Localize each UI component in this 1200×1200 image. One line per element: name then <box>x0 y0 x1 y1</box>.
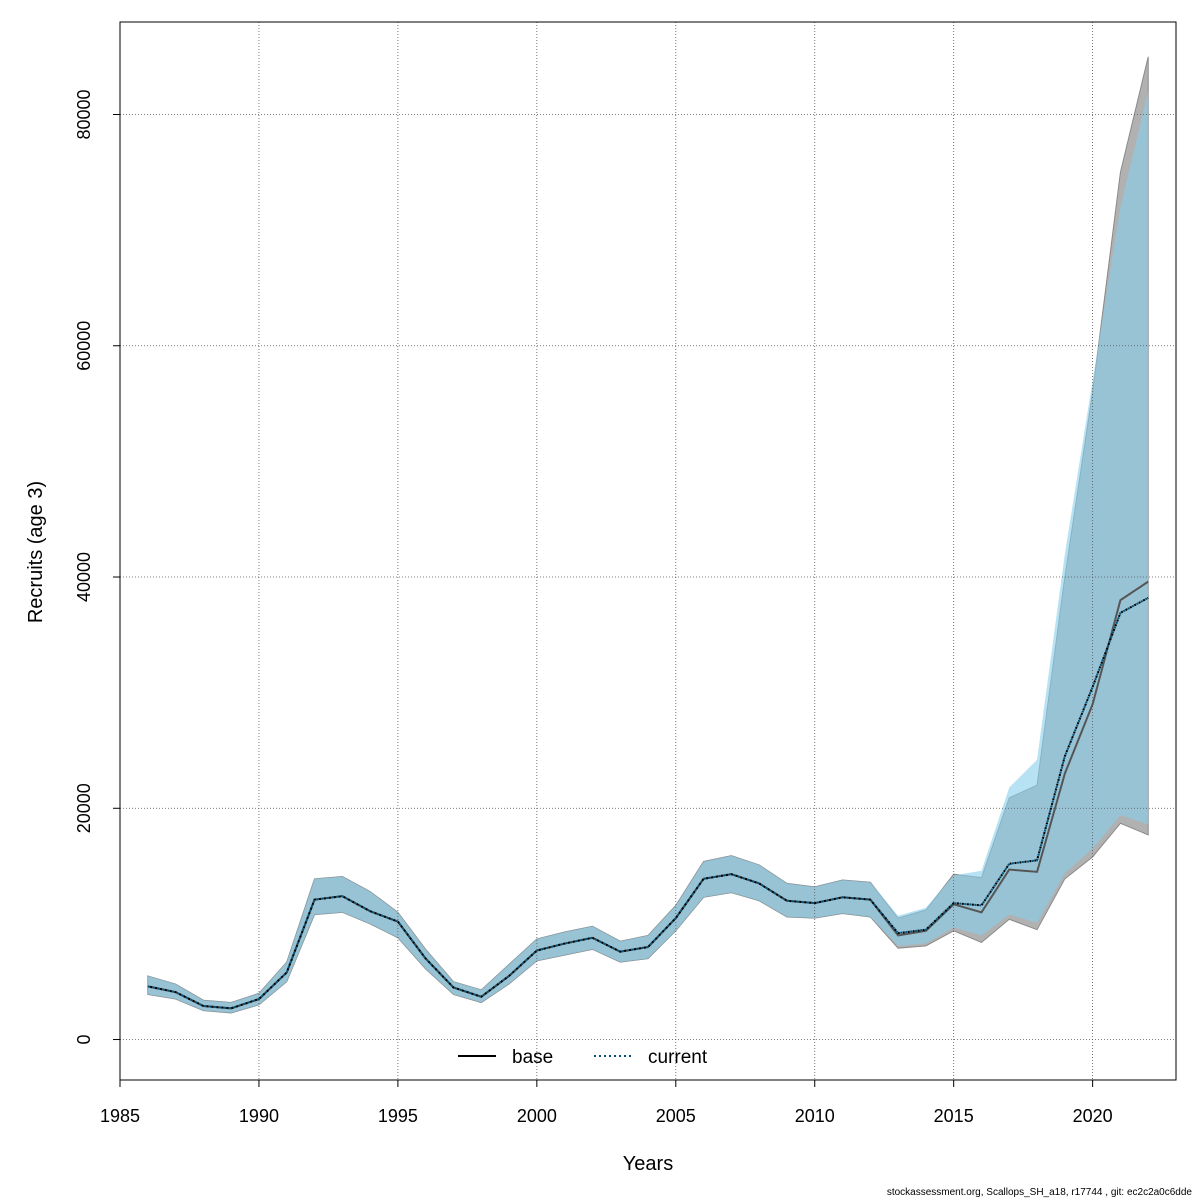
legend: base current <box>458 1047 708 1068</box>
confidence-bands <box>147 56 1149 1014</box>
y-tick-label: 20000 <box>74 783 94 833</box>
x-tick-label: 2015 <box>934 1106 974 1126</box>
band-current <box>147 91 1149 1013</box>
y-tick-label: 60000 <box>74 321 94 371</box>
legend-current-label: current <box>648 1047 708 1068</box>
x-tick-label: 2000 <box>517 1106 557 1126</box>
series-lines <box>147 580 1149 1010</box>
x-tick-label: 2010 <box>795 1106 835 1126</box>
y-axis: 0 20000 40000 60000 80000 <box>74 89 121 1045</box>
y-tick-label: 40000 <box>74 552 94 602</box>
y-tick-label: 0 <box>74 1035 94 1045</box>
y-axis-label: Recruits (age 3) <box>25 481 47 623</box>
y-tick-label: 80000 <box>74 89 94 139</box>
x-tick-label: 1985 <box>100 1106 140 1126</box>
x-tick-label: 1990 <box>239 1106 279 1126</box>
line-current <box>147 596 1149 1010</box>
x-axis: 1985 1990 1995 2000 2005 2010 2015 2020 <box>100 1079 1113 1126</box>
x-tick-label: 2005 <box>656 1106 696 1126</box>
x-axis-label: Years <box>623 1153 673 1175</box>
x-tick-label: 1995 <box>378 1106 418 1126</box>
x-tick-label: 2020 <box>1073 1106 1113 1126</box>
line-current-dots <box>147 596 1149 1010</box>
legend-base-label: base <box>512 1047 553 1068</box>
footer-credit: stockassessment.org, Scallops_SH_a18, r1… <box>887 1187 1193 1198</box>
